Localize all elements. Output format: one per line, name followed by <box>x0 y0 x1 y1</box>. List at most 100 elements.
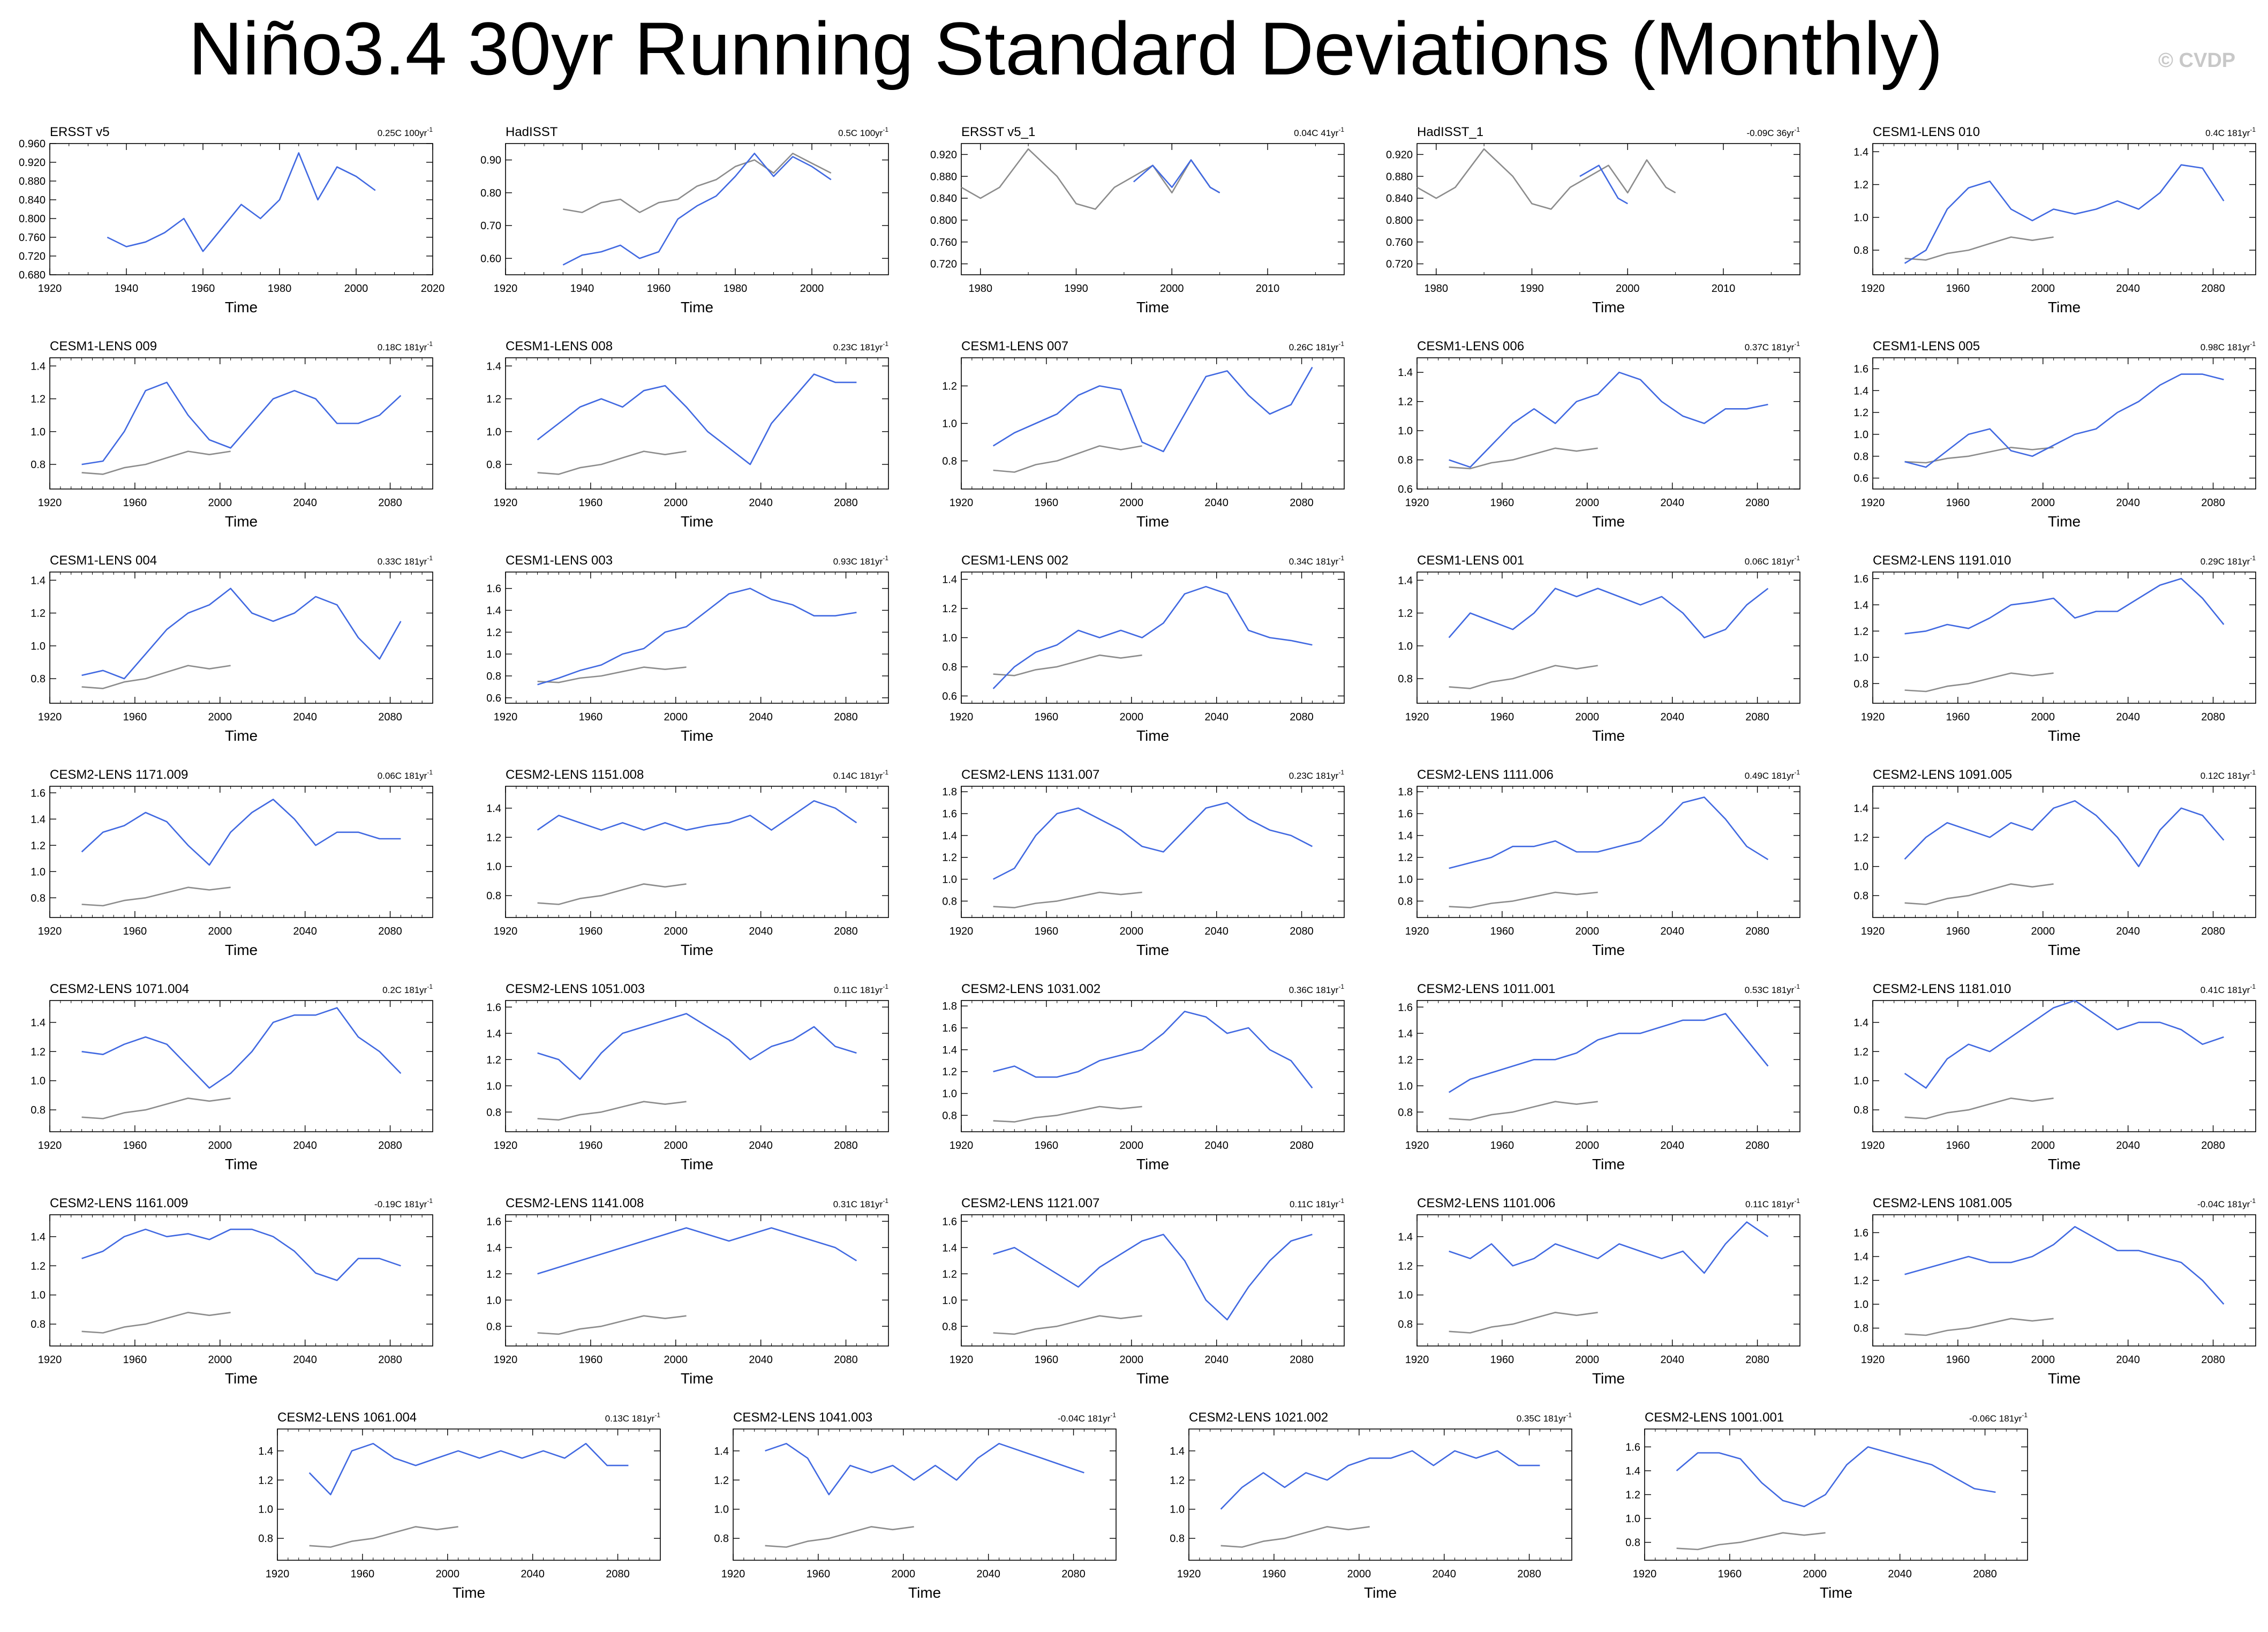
y-tick-label: 0.90 <box>480 155 501 167</box>
x-tick-label: 1920 <box>721 1568 745 1580</box>
y-tick-label: 0.8 <box>1398 896 1413 907</box>
x-axis-title: Time <box>1136 1156 1169 1172</box>
obs-series-line <box>537 450 687 475</box>
y-tick-label: 1.0 <box>31 426 46 438</box>
panel-label: CESM2-LENS 1001.001 <box>1645 1410 1784 1425</box>
y-tick-label: 1.6 <box>486 1002 501 1013</box>
x-axis-title: Time <box>1136 727 1169 744</box>
y-tick-label: 1.4 <box>486 360 501 372</box>
trend-label: 0.98C 181yr-1 <box>2201 340 2256 352</box>
x-tick-label: 1960 <box>1035 926 1059 937</box>
x-tick-label: 1960 <box>1035 1354 1059 1366</box>
x-tick-label: 2000 <box>1120 1140 1144 1152</box>
y-tick-label: 1.0 <box>258 1504 273 1516</box>
trend-label: 0.26C 181yr-1 <box>1289 340 1345 352</box>
obs-series-line <box>1904 883 2054 905</box>
x-tick-label: 1960 <box>1490 1140 1514 1152</box>
y-tick-label: 1.4 <box>942 830 957 842</box>
y-tick-label: 0.8 <box>31 673 46 685</box>
y-tick-label: 0.6 <box>1398 484 1413 495</box>
x-axis-title: Time <box>225 513 258 530</box>
x-tick-label: 2080 <box>2201 283 2225 295</box>
x-tick-label: 2040 <box>749 926 773 937</box>
model-series-line <box>81 1007 402 1089</box>
y-tick-label: 1.0 <box>486 1295 501 1306</box>
x-axis-title: Time <box>1592 299 1625 315</box>
x-tick-label: 1960 <box>1035 711 1059 723</box>
y-tick-label: 0.8 <box>486 459 501 471</box>
panel-label: HadISST_1 <box>1417 125 1483 139</box>
trend-label: 0.25C 100yr-1 <box>378 126 433 138</box>
y-tick-label: 1.4 <box>1853 146 1868 158</box>
obs-series-line <box>81 450 231 475</box>
y-tick-label: 0.760 <box>1386 237 1413 249</box>
trend-label: -0.04C 181yr-1 <box>1058 1411 1116 1424</box>
model-series-line <box>107 152 376 252</box>
obs-series-line <box>81 1097 231 1119</box>
x-tick-label: 2080 <box>2201 1354 2225 1366</box>
x-tick-label: 2080 <box>834 497 858 509</box>
x-tick-label: 2000 <box>2031 1354 2055 1366</box>
y-tick-label: 1.2 <box>258 1475 273 1486</box>
x-tick-label: 2080 <box>1290 926 1314 937</box>
x-tick-label: 2080 <box>1290 497 1314 509</box>
panel-label: CESM2-LENS 1021.002 <box>1189 1410 1328 1425</box>
y-tick-label: 1.2 <box>486 627 501 638</box>
y-tick-label: 1.4 <box>31 360 46 372</box>
y-tick-label: 1.0 <box>1625 1513 1640 1525</box>
x-tick-label: 2080 <box>1973 1568 1997 1580</box>
plot-frame <box>1188 1428 1572 1561</box>
x-tick-label: 2080 <box>1745 1140 1769 1152</box>
plot-frame <box>1872 1214 2256 1347</box>
x-tick-label: 1920 <box>950 711 974 723</box>
y-tick-label: 0.8 <box>31 1104 46 1116</box>
obs-series-line <box>765 1526 914 1548</box>
model-series-line <box>81 799 401 866</box>
x-tick-label: 2000 <box>1616 283 1640 295</box>
plot-frame <box>961 1000 1345 1132</box>
x-axis-title: Time <box>1592 513 1625 530</box>
panel-9: CESM1-LENS 006 0.37C 181yr-1 0.6 0.8 1.0 1.2 1… <box>1398 339 1800 530</box>
y-tick-label: 0.80 <box>480 187 501 199</box>
y-tick-label: 1.0 <box>1398 425 1413 437</box>
panel-8: CESM1-LENS 007 0.26C 181yr-1 0.8 1.0 1.2 1920… <box>942 339 1345 530</box>
x-tick-label: 1980 <box>268 283 292 295</box>
x-tick-label: 2040 <box>1204 926 1229 937</box>
y-tick-label: 1.2 <box>31 840 46 852</box>
x-tick-label: 2080 <box>1745 497 1769 509</box>
x-tick-label: 2080 <box>1745 1354 1769 1366</box>
panel-label: CESM2-LENS 1111.006 <box>1417 768 1554 782</box>
model-series-line <box>1448 1013 1769 1093</box>
y-tick-label: 1.2 <box>31 608 46 620</box>
plot-frame <box>1416 571 1800 704</box>
model-series-line <box>993 1011 1313 1089</box>
y-tick-label: 1.4 <box>31 575 46 586</box>
y-tick-label: 1.0 <box>1398 641 1413 652</box>
obs-series-line <box>81 1312 231 1334</box>
plot-frame <box>1872 1000 2256 1132</box>
plot-frame <box>1872 571 2256 704</box>
y-tick-label: 0.880 <box>930 171 957 183</box>
panel-27: CESM2-LENS 1141.008 0.31C 181yr-1 0.8 1.0 1.… <box>486 1196 889 1387</box>
trend-label: -0.06C 181yr-1 <box>1969 1411 2028 1424</box>
y-tick-label: 0.8 <box>1853 678 1868 690</box>
y-tick-label: 1.4 <box>1853 1017 1868 1029</box>
x-tick-label: 1920 <box>1861 1140 1885 1152</box>
x-tick-label: 1960 <box>579 497 603 509</box>
x-tick-label: 1960 <box>807 1568 831 1580</box>
x-tick-label: 2000 <box>208 1354 232 1366</box>
x-tick-label: 2080 <box>2201 926 2225 937</box>
panel-26: CESM2-LENS 1161.009 -0.19C 181yr-1 0.8 1.0 1… <box>31 1196 433 1387</box>
y-tick-label: 1.4 <box>486 1242 501 1254</box>
y-tick-label: 1.0 <box>942 1295 957 1306</box>
x-tick-label: 1960 <box>1490 497 1514 509</box>
x-tick-label: 2040 <box>1660 497 1684 509</box>
x-axis-title: Time <box>1592 1156 1625 1172</box>
x-tick-label: 1980 <box>724 283 748 295</box>
obs-series-line <box>993 891 1142 908</box>
y-tick-label: 0.960 <box>19 138 46 150</box>
panel-label: CESM1-LENS 010 <box>1873 125 1980 139</box>
trend-label: -0.19C 181yr-1 <box>374 1197 433 1209</box>
panel-label: CESM2-LENS 1081.005 <box>1873 1196 2012 1210</box>
panel-7: CESM1-LENS 008 0.23C 181yr-1 0.8 1.0 1.2 1.4 1… <box>486 339 889 530</box>
